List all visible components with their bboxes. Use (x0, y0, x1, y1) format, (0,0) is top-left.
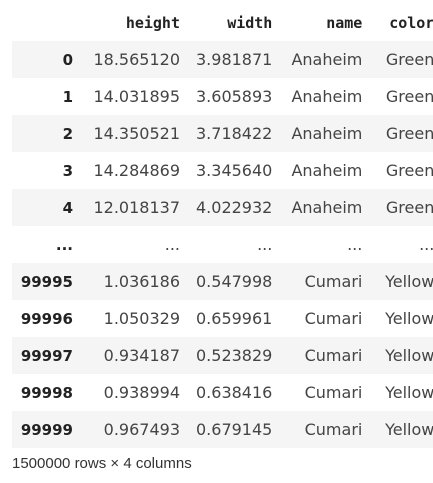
row-index: 99999 (20, 420, 73, 439)
cell-height: 1.036186 (103, 272, 180, 291)
row-index: 0 (62, 50, 73, 69)
table-header: height width name color (12, 4, 433, 41)
cell-name: Anaheim (291, 50, 363, 69)
cell-color: Green (385, 198, 433, 217)
row-index: 99995 (20, 272, 73, 291)
index-header (12, 4, 81, 41)
cell-height: 14.350521 (93, 124, 180, 143)
column-header-height: height (125, 13, 180, 32)
cell-name: ... (347, 235, 363, 254)
table-row: 1 14.031895 3.605893 Anaheim Green (12, 78, 433, 115)
row-index: 99997 (20, 346, 73, 365)
column-header-name: name (326, 13, 363, 32)
row-index: 1 (62, 87, 73, 106)
cell-height: 14.031895 (93, 87, 180, 106)
cell-color: Green (385, 50, 433, 69)
cell-name: Cumari (304, 346, 363, 365)
cell-width: 3.605893 (196, 87, 273, 106)
cell-name: Anaheim (291, 87, 363, 106)
cell-width: 0.523829 (196, 346, 273, 365)
cell-color: Yellow (385, 272, 433, 291)
table-row: 99999 0.967493 0.679145 Cumari Yellow (12, 411, 433, 448)
header-row: height width name color (12, 4, 433, 41)
table-row: 4 12.018137 4.022932 Anaheim Green (12, 189, 433, 226)
cell-height: 0.938994 (103, 383, 180, 402)
cell-width: 3.345640 (196, 161, 273, 180)
cell-name: Cumari (304, 383, 363, 402)
cell-name: Cumari (304, 420, 363, 439)
cell-color: Yellow (385, 309, 433, 328)
table-row: 99997 0.934187 0.523829 Cumari Yellow (12, 337, 433, 374)
cell-height: ... (164, 235, 180, 254)
cell-height: 14.284869 (93, 161, 180, 180)
table-row: 3 14.284869 3.345640 Anaheim Green (12, 152, 433, 189)
cell-width: 3.981871 (196, 50, 273, 69)
row-index: 99996 (20, 309, 73, 328)
cell-color: Green (385, 87, 433, 106)
cell-width: 0.679145 (196, 420, 273, 439)
row-index: 99998 (20, 383, 73, 402)
cell-color: Yellow (385, 346, 433, 365)
table-row: 0 18.565120 3.981871 Anaheim Green (12, 41, 433, 78)
cell-width: 3.718422 (196, 124, 273, 143)
cell-height: 1.050329 (103, 309, 180, 328)
cell-name: Anaheim (291, 198, 363, 217)
cell-name: Cumari (304, 272, 363, 291)
table-body: 0 18.565120 3.981871 Anaheim Green 1 14.… (12, 41, 433, 448)
cell-color: Green (385, 124, 433, 143)
cell-height: 0.934187 (103, 346, 180, 365)
table-row: 99996 1.050329 0.659961 Cumari Yellow (12, 300, 433, 337)
cell-width: ... (257, 235, 273, 254)
cell-width: 0.547998 (196, 272, 273, 291)
table-row: 2 14.350521 3.718422 Anaheim Green (12, 115, 433, 152)
row-index: ... (55, 235, 73, 254)
cell-width: 0.659961 (196, 309, 273, 328)
ellipsis-row: ... ... ... ... ... (12, 226, 433, 263)
cell-color: ... (419, 235, 433, 254)
table-row: 99995 1.036186 0.547998 Cumari Yellow (12, 263, 433, 300)
cell-width: 0.638416 (196, 383, 273, 402)
cell-name: Anaheim (291, 161, 363, 180)
cell-height: 0.967493 (103, 420, 180, 439)
cell-color: Yellow (385, 383, 433, 402)
table-row: 99998 0.938994 0.638416 Cumari Yellow (12, 374, 433, 411)
shape-summary: 1500000 rows × 4 columns (12, 455, 192, 472)
cell-name: Cumari (304, 309, 363, 328)
column-header-color: color (389, 13, 433, 32)
row-index: 3 (62, 161, 73, 180)
dataframe-table: height width name color 0 18.565120 3.98… (12, 4, 433, 448)
row-index: 2 (62, 124, 73, 143)
cell-width: 4.022932 (196, 198, 273, 217)
row-index: 4 (62, 198, 73, 217)
cell-color: Yellow (385, 420, 433, 439)
cell-height: 12.018137 (93, 198, 180, 217)
cell-name: Anaheim (291, 124, 363, 143)
column-header-width: width (227, 13, 273, 32)
cell-color: Green (385, 161, 433, 180)
cell-height: 18.565120 (93, 50, 180, 69)
